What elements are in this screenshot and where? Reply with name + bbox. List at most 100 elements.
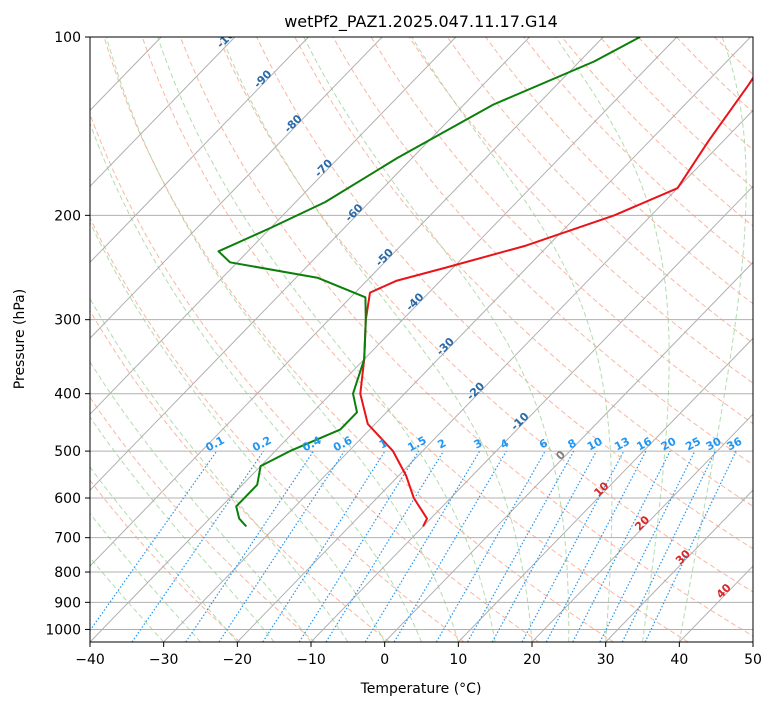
isotherm-label: 40 bbox=[714, 581, 734, 601]
plot-frame bbox=[89, 36, 754, 643]
isotherm-label: -30 bbox=[434, 335, 457, 358]
x-tick-label: 10 bbox=[449, 652, 467, 668]
isotherm-label: -10 bbox=[508, 410, 531, 433]
dry-adiabat bbox=[294, 37, 753, 507]
x-tick-label: 50 bbox=[744, 652, 762, 668]
moist-adiabat bbox=[303, 37, 570, 642]
x-tick-label: −40 bbox=[75, 652, 105, 668]
dry-adiabat bbox=[485, 37, 753, 305]
dry-adiabat bbox=[90, 216, 465, 642]
y-tick-label: 500 bbox=[54, 444, 81, 460]
dry-adiabat bbox=[256, 37, 753, 550]
dry-adiabat bbox=[637, 37, 753, 151]
y-tick-label: 700 bbox=[54, 531, 81, 547]
isotherm-line bbox=[90, 37, 604, 567]
x-tick-label: 20 bbox=[523, 652, 541, 668]
mixing-ratio-line bbox=[466, 450, 575, 642]
mixing-ratio-line bbox=[521, 450, 625, 642]
dry-adiabat bbox=[90, 309, 390, 642]
mixing-ratio-line bbox=[572, 450, 671, 642]
x-tick-label: −10 bbox=[296, 652, 326, 668]
dry-adiabat bbox=[218, 37, 753, 593]
x-tick-label: 40 bbox=[670, 652, 688, 668]
dry-adiabat bbox=[523, 37, 753, 266]
isotherm-label: -20 bbox=[464, 379, 487, 402]
mixing-ratio-label: 4 bbox=[498, 436, 511, 451]
x-tick-label: 30 bbox=[597, 652, 615, 668]
dry-adiabat bbox=[408, 37, 753, 384]
y-tick-label: 1000 bbox=[45, 622, 81, 638]
moist-adiabat bbox=[90, 360, 312, 642]
mixing-ratio-line bbox=[621, 450, 716, 642]
isotherm-label: -40 bbox=[403, 290, 426, 313]
isotherm-label: 30 bbox=[673, 547, 693, 567]
mixing-ratio-line bbox=[298, 450, 420, 642]
line-annotations: 0.1 0.2 0.4 0.6 1 1.5 2 3 4 6 8 10 13 16 20 25 30 36-100-… bbox=[203, 37, 744, 601]
x-tick-label: −30 bbox=[149, 652, 179, 668]
dry-adiabat bbox=[370, 37, 753, 425]
isotherm-label: -70 bbox=[312, 156, 335, 179]
moist-adiabat bbox=[90, 416, 275, 642]
isotherm-label: 20 bbox=[632, 513, 652, 533]
mixing-ratio-label: 6 bbox=[537, 436, 550, 451]
mixing-ratio-label: 16 bbox=[634, 435, 654, 454]
isotherm-line bbox=[90, 37, 457, 415]
mixing-ratio-line bbox=[185, 450, 315, 642]
mixing-ratio-line bbox=[90, 450, 218, 632]
mixing-ratio-line bbox=[435, 450, 546, 642]
moist-adiabat bbox=[105, 37, 459, 642]
isotherm-line bbox=[605, 489, 753, 642]
y-tick-label: 600 bbox=[54, 491, 81, 507]
moist-adiabat bbox=[555, 37, 670, 642]
isotherm-line bbox=[310, 185, 753, 642]
dry-adiabat bbox=[103, 37, 614, 642]
mixing-ratio-line bbox=[599, 450, 696, 642]
dry-adiabat bbox=[714, 37, 753, 76]
dry-adiabat bbox=[676, 37, 753, 113]
isotherm-line bbox=[752, 641, 753, 642]
isotherm-line bbox=[384, 261, 753, 642]
x-tick-label: −20 bbox=[223, 652, 253, 668]
mixing-ratio-line bbox=[262, 450, 386, 642]
isotherm-label: -80 bbox=[282, 112, 305, 135]
moist-adiabat bbox=[90, 556, 165, 642]
mixing-ratio-label: 10 bbox=[585, 435, 605, 454]
y-tick-label: 900 bbox=[54, 595, 81, 611]
mixing-ratio-lines bbox=[90, 450, 737, 642]
isotherm-label: -60 bbox=[342, 201, 365, 224]
y-axis: 100 200 300 400 500 600 700 800 900 1000 bbox=[45, 30, 90, 638]
y-tick-label: 800 bbox=[54, 565, 81, 581]
isotherm-line bbox=[90, 37, 678, 642]
y-tick-label: 200 bbox=[54, 208, 81, 224]
mixing-ratio-label: 2 bbox=[435, 436, 448, 451]
isotherm-line bbox=[457, 337, 753, 642]
background-lines bbox=[90, 37, 753, 642]
isotherm-line bbox=[90, 37, 383, 339]
dry-adiabat bbox=[332, 37, 753, 466]
x-axis-label: Temperature (°C) bbox=[360, 681, 482, 697]
isotherm-label: -90 bbox=[251, 67, 274, 90]
mixing-ratio-line bbox=[644, 450, 737, 642]
isotherm-line bbox=[90, 37, 309, 263]
mixing-ratio-line bbox=[545, 450, 647, 642]
isotherm-label: -50 bbox=[373, 246, 396, 269]
mixing-ratio-label: 20 bbox=[659, 435, 679, 454]
dry-adiabat bbox=[179, 37, 753, 637]
y-tick-label: 400 bbox=[54, 387, 81, 403]
moist-adiabat bbox=[157, 37, 496, 642]
chart-title: wetPf2_PAZ1.2025.047.11.17.G14 bbox=[284, 12, 558, 32]
x-axis: −40 −30 −20 −10 0 10 20 30 40 50 bbox=[75, 642, 762, 668]
moist-adiabat bbox=[221, 37, 533, 642]
dry-adiabat bbox=[90, 112, 540, 642]
mixing-ratio-line bbox=[491, 450, 597, 642]
moist-adiabat bbox=[90, 121, 422, 642]
mixing-ratio-line bbox=[218, 450, 345, 642]
mixing-ratio-label: 3 bbox=[472, 436, 485, 451]
dewpoint-line bbox=[217, 37, 641, 528]
mixing-ratio-line bbox=[393, 450, 507, 642]
moist-adiabat bbox=[678, 37, 747, 642]
isotherm-label: 10 bbox=[592, 479, 612, 499]
sounding-series bbox=[217, 37, 753, 528]
isotherm-line bbox=[236, 109, 753, 642]
